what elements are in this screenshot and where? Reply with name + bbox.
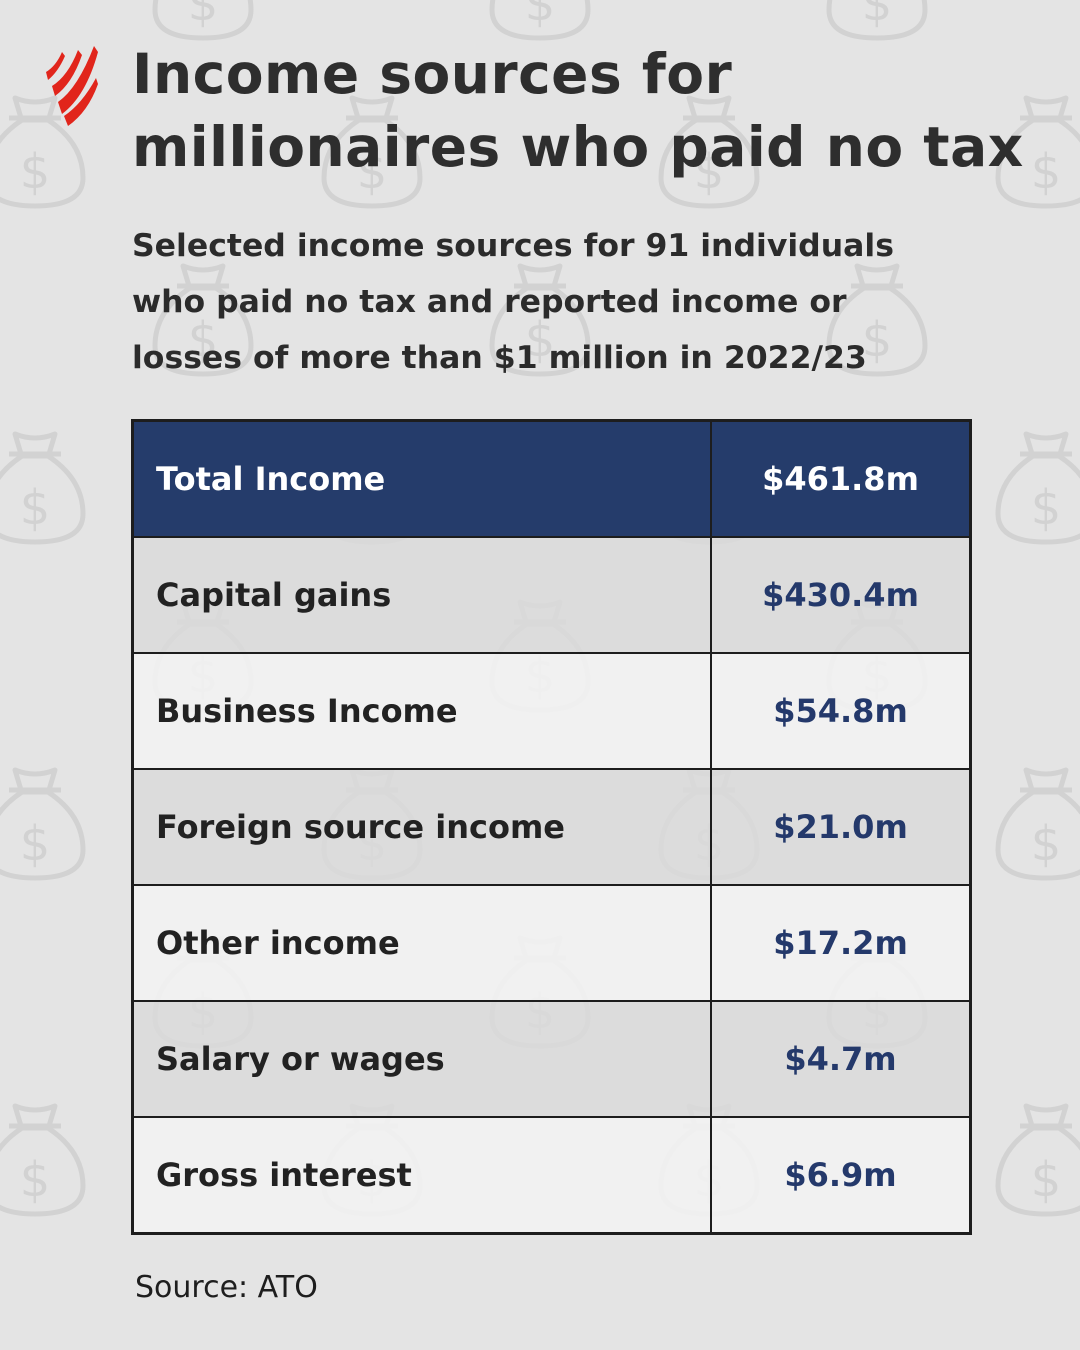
- table-row: Foreign source income $21.0m: [131, 768, 972, 886]
- broadcaster-logo: [46, 46, 98, 126]
- money-bag-icon: $: [155, 266, 251, 374]
- money-bag-icon: $: [492, 0, 588, 38]
- dollar-sign-icon: $: [188, 312, 219, 368]
- subtitle: Selected income sources for 91 individua…: [132, 218, 992, 386]
- dollar-sign-icon: $: [694, 144, 725, 200]
- total-income-value: $461.8m: [710, 419, 972, 538]
- money-bag-icon: $: [829, 266, 925, 374]
- dollar-sign-icon: $: [1031, 1152, 1062, 1208]
- row-label: Foreign source income: [131, 768, 712, 886]
- money-bag-icon: $: [0, 434, 83, 542]
- dollar-sign-icon: $: [862, 0, 893, 32]
- dollar-sign-icon: $: [20, 816, 51, 872]
- dollar-sign-icon: $: [1031, 816, 1062, 872]
- income-table: Total Income $461.8m Capital gains $430.…: [131, 419, 972, 1235]
- money-bag-icon: $: [0, 770, 83, 878]
- money-bag-icon: $: [155, 0, 251, 38]
- table-row: Salary or wages $4.7m: [131, 1000, 972, 1118]
- money-bag-icon: $: [829, 0, 925, 38]
- title-line-1: Income sources for: [132, 42, 733, 106]
- dollar-sign-icon: $: [20, 1152, 51, 1208]
- dollar-sign-icon: $: [1031, 144, 1062, 200]
- row-value: $430.4m: [710, 536, 972, 654]
- money-bag-icon: $: [0, 1106, 83, 1214]
- page-title: Income sources for millionaires who paid…: [132, 38, 1052, 184]
- money-bag-icon: $: [998, 1106, 1080, 1214]
- table-header-row: Total Income $461.8m: [131, 419, 972, 538]
- row-label: Other income: [131, 884, 712, 1002]
- row-value: $21.0m: [710, 768, 972, 886]
- money-bag-icon: $: [324, 98, 420, 206]
- subtitle-line-2: who paid no tax and reported income or: [132, 284, 847, 320]
- money-bag-icon: $: [998, 770, 1080, 878]
- table-row: Business Income $54.8m: [131, 652, 972, 770]
- money-bag-icon: $: [998, 98, 1080, 206]
- dollar-sign-icon: $: [20, 144, 51, 200]
- row-label: Business Income: [131, 652, 712, 770]
- row-value: $6.9m: [710, 1116, 972, 1235]
- source-note: Source: ATO: [135, 1270, 318, 1305]
- dollar-sign-icon: $: [862, 312, 893, 368]
- dollar-sign-icon: $: [1031, 480, 1062, 536]
- title-line-2: millionaires who paid no tax: [132, 115, 1024, 179]
- row-label: Salary or wages: [131, 1000, 712, 1118]
- money-bag-icon: $: [0, 98, 83, 206]
- money-bag-icon: $: [661, 98, 757, 206]
- logo-flame-icon: [46, 46, 98, 126]
- money-bag-icon: $: [492, 266, 588, 374]
- row-value: $4.7m: [710, 1000, 972, 1118]
- row-value: $54.8m: [710, 652, 972, 770]
- row-label: Capital gains: [131, 536, 712, 654]
- table-row: Other income $17.2m: [131, 884, 972, 1002]
- table-row: Capital gains $430.4m: [131, 536, 972, 654]
- row-value: $17.2m: [710, 884, 972, 1002]
- dollar-sign-icon: $: [20, 480, 51, 536]
- dollar-sign-icon: $: [188, 0, 219, 32]
- total-income-label: Total Income: [131, 419, 712, 538]
- subtitle-line-3: losses of more than $1 million in 2022/2…: [132, 340, 867, 376]
- subtitle-line-1: Selected income sources for 91 individua…: [132, 228, 894, 264]
- dollar-sign-icon: $: [525, 0, 556, 32]
- dollar-sign-icon: $: [357, 144, 388, 200]
- dollar-sign-icon: $: [525, 312, 556, 368]
- row-label: Gross interest: [131, 1116, 712, 1235]
- table-row: Gross interest $6.9m: [131, 1116, 972, 1235]
- money-bag-icon: $: [998, 434, 1080, 542]
